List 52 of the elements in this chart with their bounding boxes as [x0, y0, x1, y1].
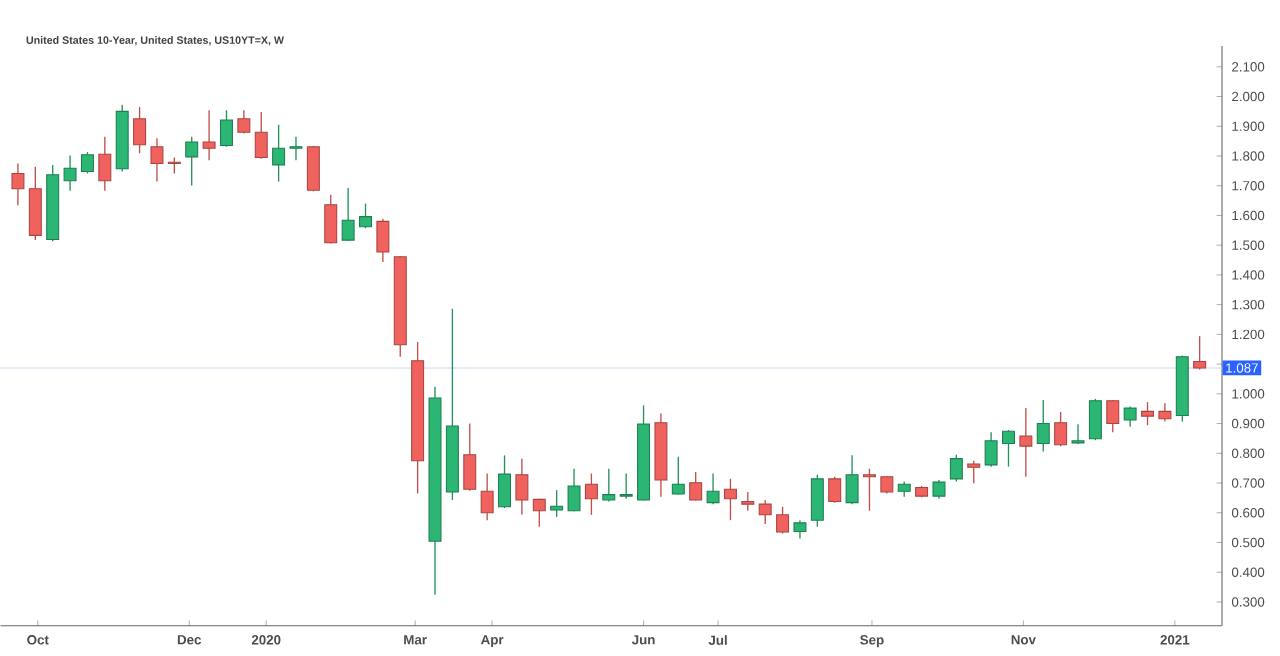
candlestick [324, 193, 338, 245]
candlestick [28, 165, 42, 241]
candlestick [1193, 335, 1207, 371]
candlestick [741, 491, 755, 512]
candlestick [689, 471, 703, 502]
candlestick [359, 202, 372, 229]
candlestick [793, 519, 807, 540]
candlestick [949, 454, 963, 483]
candlestick [758, 499, 772, 525]
candlestick [619, 472, 633, 500]
candlestick [1088, 398, 1102, 441]
candlestick [862, 468, 876, 512]
candlestick [967, 460, 981, 484]
candlestick [584, 472, 598, 516]
candlestick [272, 124, 286, 183]
candlestick [80, 151, 94, 175]
candlestick [463, 422, 477, 492]
candlestick [810, 473, 824, 528]
candlestick [706, 472, 720, 505]
candlestick [1158, 402, 1172, 423]
candlestick [150, 137, 164, 183]
candlestick [671, 456, 685, 496]
candlestick [1141, 401, 1155, 426]
candlestick [932, 479, 946, 500]
candlestick [550, 489, 564, 518]
candlestick [567, 468, 581, 512]
candlestick [723, 478, 737, 521]
candlestick [828, 476, 842, 504]
candlestick [11, 162, 25, 206]
candlestick [289, 135, 303, 161]
candlestick [498, 454, 512, 509]
candlestick [133, 106, 147, 154]
candlestick [480, 472, 494, 521]
candlestick [202, 109, 216, 161]
candlestick [341, 187, 355, 242]
candlestick [185, 135, 199, 187]
candlestick [1106, 399, 1120, 433]
candlestick [219, 109, 233, 148]
candlestick [602, 468, 616, 503]
candlestick [98, 135, 112, 192]
candlestick [515, 457, 529, 516]
candlestick [63, 154, 77, 192]
candlestick [1019, 407, 1033, 478]
candlestick [532, 498, 546, 528]
candlestick [1002, 429, 1015, 468]
candlestick [845, 454, 859, 505]
candlestick [1036, 399, 1050, 453]
candlestick [984, 431, 998, 468]
candlestick [254, 111, 268, 160]
candlestick [776, 506, 790, 535]
candlestick [376, 218, 390, 263]
candlestick [1054, 411, 1068, 447]
